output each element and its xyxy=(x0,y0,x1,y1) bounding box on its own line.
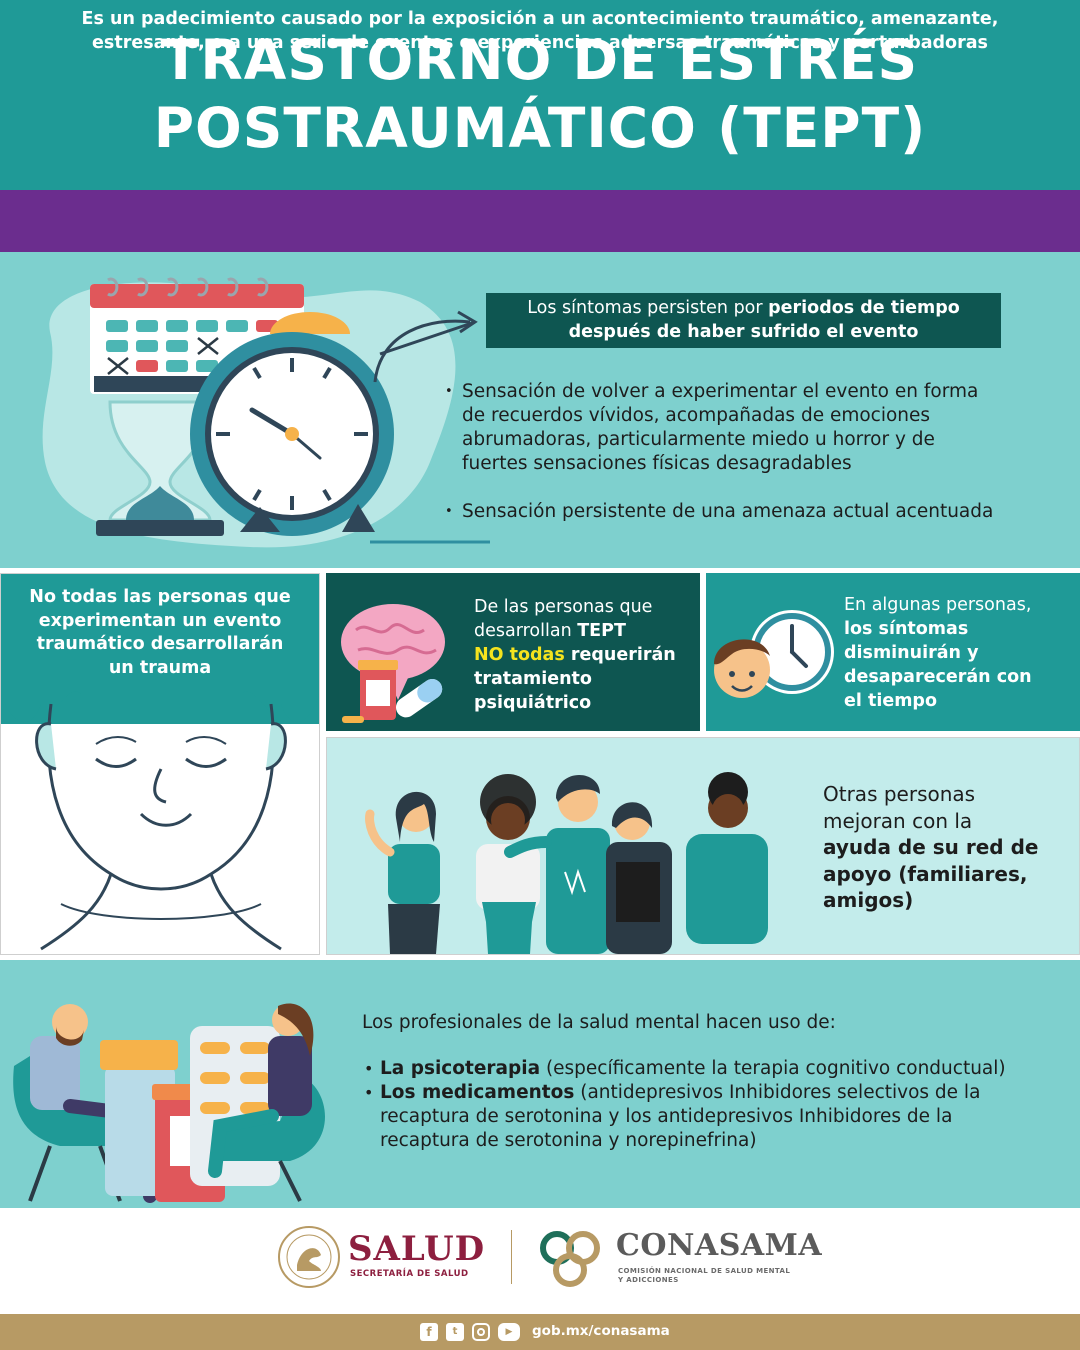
person-4 xyxy=(606,802,672,954)
conasama-subtitle-line-2: Y ADICCIONES xyxy=(618,1276,679,1284)
conasama-logo-icon xyxy=(540,1231,600,1287)
treatment-line-4: tratamiento xyxy=(474,669,592,689)
therapy-session-illustration xyxy=(13,1003,325,1203)
conasama-logo-subtitle: COMISIÓN NACIONAL DE SALUD MENTAL Y ADIC… xyxy=(618,1267,838,1285)
option-psychotherapy: La psicoterapia (específicamente la tera… xyxy=(364,1057,1060,1081)
treatment-text: De las personas que desarrollan TEPT NO … xyxy=(474,595,694,715)
option-2-title: Los medicamentos xyxy=(380,1082,575,1103)
logo-divider xyxy=(511,1230,512,1284)
group-of-friends-illustration xyxy=(365,772,768,954)
alarm-clock-icon xyxy=(190,312,394,536)
support-line-2: mejoran con la xyxy=(823,808,973,833)
instagram-icon[interactable] xyxy=(472,1323,490,1341)
no-trauma-text: No todas las personas que experimentan u… xyxy=(12,586,308,680)
definition-text: Es un padecimiento causado por la exposi… xyxy=(30,7,1050,55)
pill-pack-icon xyxy=(190,1026,280,1186)
professionals-intro: Los profesionales de la salud mental hac… xyxy=(362,1012,836,1033)
mexico-coat-of-arms-icon xyxy=(278,1226,340,1288)
conasama-logo-text: CONASAMA xyxy=(616,1228,823,1263)
definition-line-2: estresante, o a una serie de eventos o e… xyxy=(92,33,988,53)
no-trauma-line-1: No todas las personas que xyxy=(29,587,291,607)
time-line-1: En algunas personas, xyxy=(844,595,1032,615)
no-trauma-line-3: traumático desarrollarán xyxy=(36,634,284,654)
support-line-1: Otras personas xyxy=(823,782,976,806)
treatment-line-1: De las personas que xyxy=(474,597,653,617)
callout-bold-2: después de haber sufrido el evento xyxy=(568,322,919,342)
salud-logo-subtitle: SECRETARÍA DE SALUD xyxy=(350,1269,469,1279)
facebook-icon[interactable]: f xyxy=(420,1323,438,1341)
header-banner xyxy=(0,0,1080,190)
twitter-icon[interactable]: t xyxy=(446,1323,464,1341)
time-text: En algunas personas, los síntomas dismin… xyxy=(844,593,1074,713)
symptom-1-line-1: Sensación de volver a experimentar el ev… xyxy=(462,381,979,402)
symptom-1-line-4: fuertes sensaciones físicas desagradable… xyxy=(462,453,852,474)
support-network-text: Otras personas mejoran con la ayuda de s… xyxy=(823,781,1073,914)
hourglass-icon xyxy=(96,400,224,536)
treatment-highlight: NO todas xyxy=(474,645,565,665)
title-line-2: POSTRAUMÁTICO (TEPT) xyxy=(153,96,927,160)
support-line-3: ayuda de su red de xyxy=(823,835,1039,859)
treatment-line-5: psiquiátrico xyxy=(474,693,592,713)
symptom-1-line-2: de recuerdos vívidos, acompañadas de emo… xyxy=(462,405,931,426)
option-2-detail-1: (antidepresivos Inhibidores selectivos d… xyxy=(574,1082,981,1103)
salud-logo-text: SALUD xyxy=(348,1229,486,1269)
callout-text: Los síntomas persisten por xyxy=(527,298,769,318)
symptoms-callout: Los síntomas persisten por periodos de t… xyxy=(486,293,1001,348)
option-1-detail: (específicamente la terapia cognitivo co… xyxy=(540,1058,1006,1079)
callout-bold-1: periodos de tiempo xyxy=(768,298,960,318)
symptom-2-line-1: Sensación persistente de una amenaza act… xyxy=(462,501,994,522)
definition-banner xyxy=(0,190,1080,252)
logos-bar xyxy=(0,1208,1080,1314)
patient xyxy=(208,1003,314,1178)
treatment-line-2: desarrollan TEPT xyxy=(474,619,694,643)
time-line-4: desaparecerán con xyxy=(844,667,1032,687)
symptom-item-1: Sensación de volver a experimentar el ev… xyxy=(445,380,1052,476)
person-3 xyxy=(504,774,610,954)
no-trauma-line-2: experimentan un evento xyxy=(38,610,282,631)
symptom-1-line-3: abrumadoras, particularmente miedo u hor… xyxy=(462,429,935,450)
time-line-3: disminuirán y xyxy=(844,643,979,663)
capsule-icon xyxy=(395,679,443,718)
page-title: TRASTORNO DE ESTRÉS POSTRAUMÁTICO (TEPT) xyxy=(0,26,1080,162)
person-1 xyxy=(365,791,440,954)
treatment-line-3-bold: requerirán xyxy=(564,645,676,665)
boy-clock-illustration xyxy=(714,610,834,698)
website-link[interactable]: gob.mx/conasama xyxy=(532,1323,670,1339)
brain-pills-illustration xyxy=(341,604,445,723)
symptom-item-2: Sensación persistente de una amenaza act… xyxy=(445,500,1052,524)
treatment-options-list: La psicoterapia (específicamente la tera… xyxy=(364,1057,1060,1153)
boy-face-icon xyxy=(714,639,770,698)
conasama-subtitle-line-1: COMISIÓN NACIONAL DE SALUD MENTAL xyxy=(618,1267,791,1275)
footer-bar xyxy=(0,1314,1080,1350)
treatment-line-2-bold: TEPT xyxy=(577,621,626,641)
option-2-detail-3: recaptura de serotonina y norepinefrina) xyxy=(380,1130,757,1151)
calm-face-illustration xyxy=(1,574,319,951)
treatment-line-3: NO todas requerirán xyxy=(474,643,694,667)
definition-line-1: Es un padecimiento causado por la exposi… xyxy=(81,9,999,29)
symptoms-list: Sensación de volver a experimentar el ev… xyxy=(445,380,1052,548)
option-medication: Los medicamentos (antidepresivos Inhibid… xyxy=(364,1081,1060,1153)
arrow-icon xyxy=(373,319,471,383)
youtube-icon[interactable]: ▶ xyxy=(498,1323,520,1341)
no-trauma-line-4: un trauma xyxy=(108,657,212,678)
pill-bottle-icon xyxy=(358,660,398,720)
calendar-clock-illustration xyxy=(42,277,490,548)
support-line-4: apoyo (familiares, xyxy=(823,861,1028,886)
option-2-detail-2: recaptura de serotonina y los antidepres… xyxy=(380,1106,953,1127)
time-line-5: el tiempo xyxy=(844,691,937,711)
title-line-1: TRASTORNO DE ESTRÉS xyxy=(161,28,919,92)
person-2 xyxy=(476,774,540,954)
support-line-5: amigos) xyxy=(823,888,914,912)
person-5 xyxy=(686,772,768,944)
treatment-line-2-text: desarrollan xyxy=(474,621,578,641)
option-1-title: La psicoterapia xyxy=(380,1058,541,1079)
time-line-2: los síntomas xyxy=(844,619,969,639)
